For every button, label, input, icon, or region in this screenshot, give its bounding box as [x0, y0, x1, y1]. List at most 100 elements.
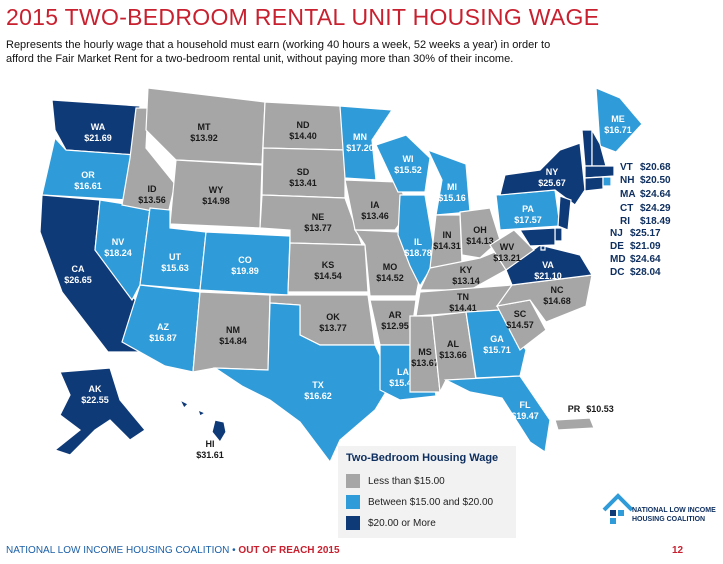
state-shape — [53, 367, 146, 456]
legend: Two-Bedroom Housing Wage Less than $15.0… — [338, 446, 516, 538]
state-abbr: AZ — [157, 322, 169, 332]
legend-swatch — [346, 474, 360, 488]
state-abbr: KY — [460, 265, 473, 275]
state-wage: $20.68 — [640, 162, 671, 173]
state-wage: $21.10 — [534, 271, 562, 281]
legend-item: $20.00 or More — [346, 516, 436, 530]
state-abbr: ND — [297, 120, 310, 130]
state-wage: $25.17 — [630, 228, 661, 239]
state-wage: $10.53 — [586, 404, 614, 414]
state-wage: $16.62 — [304, 391, 332, 401]
state-abbr: WV — [500, 242, 515, 252]
state-wage: $17.20 — [346, 143, 374, 153]
state-wage: $24.64 — [640, 189, 671, 200]
state-wage: $24.64 — [630, 254, 661, 265]
logo-roof — [602, 493, 634, 512]
state-abbr: NY — [546, 167, 559, 177]
state-shape — [581, 129, 593, 167]
state-shape — [197, 408, 207, 417]
state-abbr: RI — [620, 216, 630, 227]
state-wage: $13.46 — [361, 211, 389, 221]
state-shape — [602, 176, 612, 187]
state-wage: $20.50 — [640, 175, 671, 186]
state-wage: $13.21 — [493, 253, 521, 263]
state-shape — [595, 87, 643, 153]
footer: NATIONAL LOW INCOME HOUSING COALITION • … — [6, 545, 340, 556]
state-wage: $14.40 — [289, 131, 317, 141]
state-abbr: GA — [490, 334, 504, 344]
state-wage: $13.66 — [439, 350, 467, 360]
state-wage: $13.77 — [304, 223, 332, 233]
state-shape — [397, 194, 437, 288]
state-shape — [287, 242, 369, 293]
legend-label: $20.00 or More — [368, 517, 436, 529]
legend-item: Between $15.00 and $20.00 — [346, 495, 493, 509]
state-shape — [557, 195, 572, 231]
state-shape — [375, 134, 431, 193]
state-wage: $18.49 — [640, 216, 671, 227]
state-wage: $14.98 — [202, 196, 230, 206]
state-wage: $14.41 — [449, 303, 477, 313]
state-wage: $14.52 — [376, 273, 404, 283]
state-shape — [540, 245, 546, 251]
state-abbr: HI — [206, 439, 215, 449]
state-abbr: CA — [72, 264, 85, 274]
state-abbr: DE — [610, 241, 624, 252]
state-abbr: ID — [148, 184, 158, 194]
state-wage: $15.71 — [483, 345, 511, 355]
state-shape — [426, 148, 471, 216]
state-abbr: NM — [226, 325, 240, 335]
state-abbr: OK — [326, 312, 340, 322]
state-wage: $13.67 — [411, 358, 439, 368]
state-wage: $18.24 — [104, 248, 132, 258]
state-wage: $14.54 — [314, 271, 342, 281]
state-abbr: MI — [447, 182, 457, 192]
legend-item: Less than $15.00 — [346, 474, 445, 488]
footer-report: OUT OF REACH 2015 — [238, 545, 340, 556]
legend-label: Between $15.00 and $20.00 — [368, 496, 494, 508]
state-shape — [554, 227, 563, 242]
state-abbr: OR — [81, 170, 95, 180]
state-wage: $14.13 — [466, 236, 494, 246]
logo-mark — [602, 493, 634, 524]
state-abbr: ME — [611, 114, 625, 124]
state-wage: $18.78 — [404, 248, 432, 258]
state-shape — [409, 315, 441, 393]
state-abbr: PA — [522, 204, 534, 214]
state-abbr: CO — [238, 255, 252, 265]
state-wage: $22.55 — [81, 395, 109, 405]
footer-org: NATIONAL LOW INCOME HOUSING COALITION • — [6, 545, 236, 556]
state-abbr: LA — [397, 367, 409, 377]
state-abbr: WY — [209, 185, 224, 195]
state-abbr: AL — [447, 339, 459, 349]
state-abbr: PR — [568, 404, 581, 414]
state-abbr: MS — [418, 347, 432, 357]
logo-block — [610, 518, 616, 524]
state-abbr: CT — [620, 203, 633, 214]
state-shape — [212, 302, 393, 464]
state-wage: $13.77 — [319, 323, 347, 333]
state-abbr: TN — [457, 292, 469, 302]
state-wage: $13.56 — [138, 195, 166, 205]
state-abbr: IA — [371, 200, 381, 210]
state-abbr: AK — [89, 384, 102, 394]
state-abbr: NH — [620, 175, 634, 186]
state-abbr: MD — [610, 254, 626, 265]
state-wage: $14.57 — [506, 320, 534, 330]
state-abbr: UT — [169, 252, 181, 262]
state-wage: $25.67 — [538, 178, 566, 188]
state-wage: $19.47 — [511, 411, 539, 421]
state-abbr: WA — [91, 122, 106, 132]
state-wage: $21.69 — [84, 133, 112, 143]
state-abbr: VA — [542, 260, 554, 270]
state-abbr: IL — [414, 237, 423, 247]
state-shape — [339, 105, 394, 181]
state-abbr: FL — [520, 400, 531, 410]
legend-swatch — [346, 495, 360, 509]
state-abbr: MT — [198, 122, 211, 132]
state-abbr: DC — [610, 267, 624, 278]
state-abbr: NC — [551, 285, 564, 295]
state-wage: $13.41 — [289, 178, 317, 188]
